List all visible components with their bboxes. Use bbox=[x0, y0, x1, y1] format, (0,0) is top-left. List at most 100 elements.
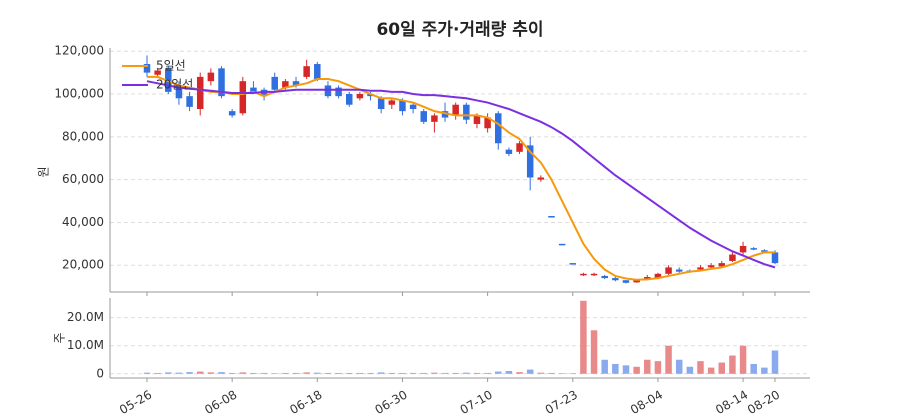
volume-bar bbox=[750, 363, 757, 374]
volume-bar bbox=[495, 371, 502, 374]
volume-bar bbox=[271, 373, 278, 374]
chart-title: 60일 주가·거래량 추이 bbox=[376, 20, 543, 40]
candle-body bbox=[729, 254, 736, 261]
candle-body bbox=[175, 85, 183, 99]
volume-bar bbox=[175, 372, 183, 374]
volume-bar bbox=[292, 372, 300, 374]
candle-body bbox=[495, 113, 502, 144]
candle-body bbox=[707, 265, 715, 268]
y-tick-label: 20.0M bbox=[67, 310, 104, 324]
volume-bar bbox=[239, 372, 247, 374]
volume-bar bbox=[228, 372, 236, 374]
candle-body bbox=[665, 267, 672, 274]
candle-body bbox=[771, 252, 779, 264]
candle-body bbox=[548, 216, 555, 218]
volume-bar bbox=[526, 369, 534, 374]
volume-bar bbox=[729, 355, 736, 374]
candle-body bbox=[590, 273, 598, 276]
volume-bar bbox=[154, 372, 161, 374]
volume-bar bbox=[377, 372, 385, 374]
x-tick-label: 06-18 bbox=[287, 388, 324, 418]
volume-bar bbox=[633, 366, 640, 374]
candle-body bbox=[282, 81, 289, 88]
volume-bar bbox=[580, 300, 587, 374]
x-tick-label: 08-04 bbox=[628, 388, 665, 418]
volume-bar bbox=[452, 372, 459, 374]
x-tick-label: 06-30 bbox=[373, 388, 410, 418]
volume-bar bbox=[260, 372, 268, 374]
candle-body bbox=[409, 104, 417, 109]
volume-bar bbox=[484, 372, 491, 374]
volume-bar bbox=[399, 372, 406, 374]
volume-bar bbox=[356, 372, 364, 374]
y-axis-label: 원 bbox=[37, 166, 51, 177]
volume-bar bbox=[601, 359, 608, 374]
volume-bar bbox=[707, 367, 715, 374]
y-tick-label: 0 bbox=[96, 366, 104, 380]
candle-body bbox=[218, 68, 225, 97]
candle-body bbox=[260, 89, 268, 97]
candle-body bbox=[654, 273, 662, 279]
volume-bar bbox=[686, 366, 694, 374]
volume-bar bbox=[335, 372, 342, 374]
candle-body bbox=[431, 115, 438, 122]
volume-bar bbox=[548, 372, 555, 374]
volume-bar bbox=[420, 372, 427, 374]
candle-body bbox=[697, 267, 704, 270]
volume-bar bbox=[675, 359, 683, 374]
x-tick-label: 08-14 bbox=[713, 388, 750, 418]
candle-body bbox=[420, 111, 427, 122]
volume-bar bbox=[250, 372, 257, 374]
candle-body bbox=[388, 100, 396, 105]
x-tick-label: 05-26 bbox=[117, 388, 154, 418]
candle-body bbox=[186, 96, 193, 107]
candle-body bbox=[675, 269, 683, 272]
volume-bar bbox=[612, 363, 619, 374]
candle-body bbox=[484, 117, 491, 129]
candle-body bbox=[239, 81, 247, 114]
candle-body bbox=[303, 66, 310, 77]
x-tick-label: 06-08 bbox=[202, 388, 239, 418]
y-tick-label: 120,000 bbox=[54, 44, 104, 58]
volume-bar bbox=[207, 372, 215, 374]
x-tick-label: 07-23 bbox=[543, 388, 580, 418]
volume-bar bbox=[345, 372, 353, 374]
x-tick-label: 08-20 bbox=[745, 388, 782, 418]
y-tick-label: 60,000 bbox=[62, 172, 104, 186]
volume-bar bbox=[367, 372, 374, 374]
candle-body bbox=[580, 273, 587, 276]
candle-body bbox=[452, 104, 459, 116]
candle-body bbox=[718, 263, 726, 267]
candle-body bbox=[473, 115, 481, 124]
volume-bar bbox=[165, 372, 172, 374]
y-tick-label: 10.0M bbox=[67, 338, 104, 352]
candle-body bbox=[154, 70, 161, 75]
volume-bar bbox=[771, 350, 779, 374]
x-tick-label: 07-10 bbox=[458, 388, 495, 418]
legend-label: 5일선 bbox=[156, 59, 186, 73]
y-tick-label: 40,000 bbox=[62, 215, 104, 229]
volume-bar bbox=[622, 365, 630, 374]
volume-bar bbox=[143, 372, 151, 374]
volume-bar bbox=[463, 372, 470, 374]
volume-bar bbox=[303, 372, 310, 374]
candle-body bbox=[196, 76, 204, 109]
candle-body bbox=[250, 87, 257, 92]
candle-body bbox=[356, 94, 364, 99]
volume-bar bbox=[196, 371, 204, 374]
volume-bar bbox=[388, 372, 396, 374]
candle-body bbox=[601, 275, 608, 279]
candle-body bbox=[463, 104, 470, 120]
candle-body bbox=[399, 100, 406, 112]
volume-bar bbox=[431, 372, 438, 374]
candle-body bbox=[335, 87, 342, 97]
y-tick-label: 20,000 bbox=[62, 258, 104, 272]
volume-bar bbox=[516, 372, 523, 374]
volume-bar bbox=[537, 372, 545, 374]
volume-bar bbox=[505, 370, 513, 374]
volume-bar bbox=[314, 372, 321, 374]
candle-body bbox=[761, 250, 768, 252]
candle-body bbox=[345, 94, 353, 105]
volume-bar bbox=[665, 345, 672, 374]
candle-body bbox=[622, 280, 630, 283]
